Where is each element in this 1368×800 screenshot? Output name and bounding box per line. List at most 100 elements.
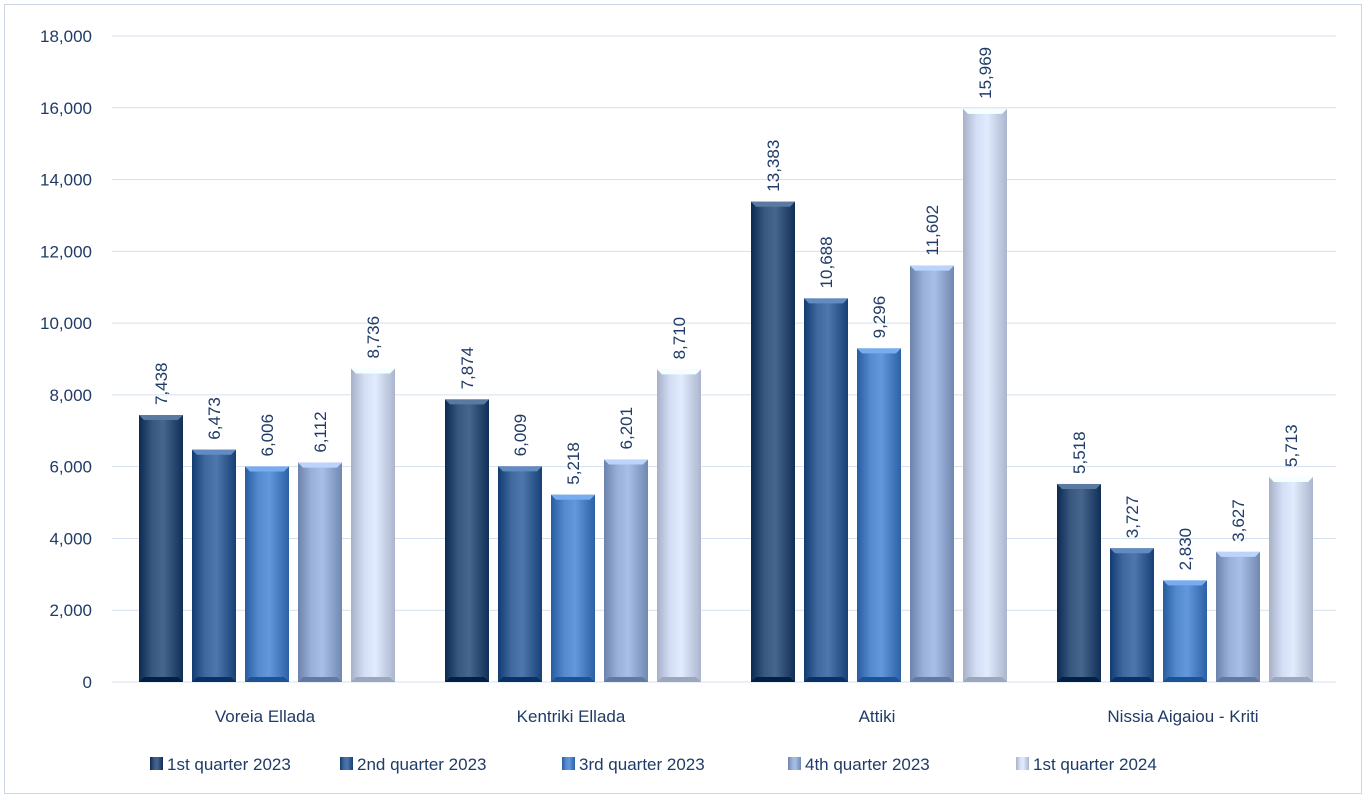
- bar: [1163, 580, 1207, 682]
- y-tick-label: 12,000: [40, 242, 92, 261]
- bar-body: [751, 201, 795, 682]
- bar-bevel-bottom: [1163, 677, 1207, 682]
- x-category-label: Voreia Ellada: [215, 707, 316, 726]
- data-label: 3,627: [1229, 499, 1248, 542]
- bar-bevel-top: [751, 201, 795, 207]
- legend-label: 1st quarter 2024: [1033, 755, 1157, 774]
- bar-body: [1110, 548, 1154, 682]
- bar-bevel-bottom: [657, 677, 701, 682]
- legend-label: 1st quarter 2023: [167, 755, 291, 774]
- bar-bevel-bottom: [1269, 677, 1313, 682]
- bar-bevel-bottom: [751, 677, 795, 682]
- data-label: 6,473: [205, 397, 224, 440]
- legend-item: 4th quarter 2023: [788, 755, 930, 774]
- bar: [804, 298, 848, 682]
- bar-body: [445, 399, 489, 682]
- bar-body: [657, 369, 701, 682]
- bar-body: [1057, 483, 1101, 682]
- bar-bevel-top: [963, 108, 1007, 114]
- legend-item: 2nd quarter 2023: [340, 755, 487, 774]
- bar-body: [498, 466, 542, 682]
- bar-body: [245, 466, 289, 682]
- x-category-label: Nissia Aigaiou - Kriti: [1107, 707, 1258, 726]
- bar-bevel-top: [1269, 476, 1313, 482]
- data-label: 5,218: [564, 442, 583, 485]
- bar-bevel-top: [445, 399, 489, 405]
- data-label: 3,727: [1123, 496, 1142, 539]
- bar-bevel-bottom: [1057, 677, 1101, 682]
- bar-body: [604, 459, 648, 682]
- y-tick-label: 2,000: [49, 601, 92, 620]
- y-tick-label: 8,000: [49, 386, 92, 405]
- bar: [245, 466, 289, 682]
- bar: [445, 399, 489, 682]
- bar-bevel-top: [604, 459, 648, 465]
- bar-bevel-bottom: [298, 677, 342, 682]
- bar-bevel-bottom: [498, 677, 542, 682]
- bar-body: [298, 462, 342, 682]
- bar-bevel-bottom: [351, 677, 395, 682]
- x-category-label: Kentriki Ellada: [517, 707, 626, 726]
- bar: [498, 466, 542, 682]
- legend-label: 3rd quarter 2023: [579, 755, 705, 774]
- data-label: 9,296: [870, 296, 889, 339]
- y-tick-label: 4,000: [49, 529, 92, 548]
- data-label: 7,874: [458, 347, 477, 390]
- bar-body: [857, 348, 901, 682]
- bar-bevel-top: [551, 494, 595, 500]
- bar-body: [351, 368, 395, 682]
- y-tick-label: 14,000: [40, 171, 92, 190]
- data-label: 8,736: [364, 316, 383, 359]
- bar: [910, 265, 954, 682]
- legend-swatch: [340, 757, 353, 770]
- bar-bevel-top: [1057, 483, 1101, 489]
- bar-body: [192, 449, 236, 682]
- bar-bevel-bottom: [551, 677, 595, 682]
- data-label: 5,713: [1282, 424, 1301, 467]
- bar-bevel-bottom: [1110, 677, 1154, 682]
- data-label: 11,602: [923, 205, 942, 256]
- bar: [1057, 483, 1101, 682]
- x-category-label: Attiki: [859, 707, 896, 726]
- data-label: 6,006: [258, 414, 277, 457]
- data-label: 5,518: [1070, 431, 1089, 474]
- legend-label: 4th quarter 2023: [805, 755, 930, 774]
- bar: [751, 201, 795, 682]
- bar: [298, 462, 342, 682]
- bar-bevel-bottom: [1216, 677, 1260, 682]
- bar-body: [1216, 551, 1260, 682]
- bar-bevel-top: [857, 348, 901, 354]
- y-tick-label: 10,000: [40, 314, 92, 333]
- y-tick-label: 6,000: [49, 458, 92, 477]
- legend-label: 2nd quarter 2023: [357, 755, 487, 774]
- bar: [1269, 476, 1313, 682]
- y-tick-label: 0: [83, 673, 92, 692]
- bar-body: [963, 108, 1007, 683]
- data-label: 15,969: [976, 47, 995, 99]
- legend-swatch: [1016, 757, 1029, 770]
- bar-bevel-top: [298, 462, 342, 468]
- data-label: 6,112: [311, 411, 330, 452]
- bar-bevel-top: [910, 265, 954, 271]
- bar-bevel-top: [192, 449, 236, 455]
- legend-item: 1st quarter 2023: [150, 755, 291, 774]
- bar-bevel-bottom: [139, 677, 183, 682]
- data-label: 13,383: [764, 140, 783, 192]
- bar-bevel-top: [139, 415, 183, 421]
- bar: [963, 108, 1007, 683]
- data-label: 8,710: [670, 317, 689, 360]
- legend-item: 1st quarter 2024: [1016, 755, 1157, 774]
- bar-body: [551, 494, 595, 682]
- bar-body: [1163, 580, 1207, 682]
- bar-bevel-top: [498, 466, 542, 472]
- bar-bevel-bottom: [857, 677, 901, 682]
- bar-bevel-top: [245, 466, 289, 472]
- bar: [551, 494, 595, 682]
- data-label: 6,201: [617, 407, 636, 450]
- bar-body: [804, 298, 848, 682]
- bar-bevel-top: [1163, 580, 1207, 586]
- bar-bevel-bottom: [963, 677, 1007, 682]
- bar: [857, 348, 901, 682]
- bar-bevel-top: [351, 368, 395, 374]
